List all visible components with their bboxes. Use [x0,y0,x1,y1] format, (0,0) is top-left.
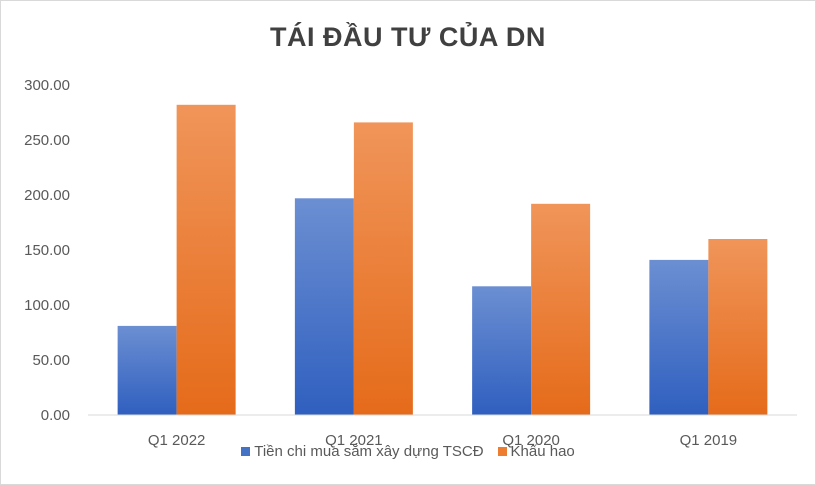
bar-series-2-q1-2020 [531,203,591,415]
x-tick-label: Q1 2021 [325,432,383,449]
legend-swatch-orange [497,447,507,456]
y-tick-label: 50.00 [32,352,70,369]
bar-series-1-q1-2020 [472,286,532,415]
chart-title: TÁI ĐẦU TƯ CỦA DN [270,22,546,52]
legend: Tiền chi mua sắm xây dựng TSCĐ Khấu hao [0,443,816,460]
y-tick-label: 100.00 [24,297,70,314]
legend-item-series-2: Khấu hao [497,443,575,460]
legend-label-series-1: Tiền chi mua sắm xây dựng TSCĐ [254,443,484,460]
legend-label-series-2: Khấu hao [510,443,575,460]
y-tick-label: 0.00 [41,407,70,424]
y-tick-label: 150.00 [24,242,70,259]
x-tick-label: Q1 2019 [680,432,738,449]
bar-series-1-q1-2021 [294,198,354,415]
x-tick-label: Q1 2020 [502,432,560,449]
bar-series-2-q1-2021 [353,122,413,416]
bar-series-1-q1-2022 [117,325,177,415]
y-tick-label: 250.00 [24,132,70,149]
x-tick-label: Q1 2022 [148,432,206,449]
bar-series-2-q1-2022 [176,104,236,416]
legend-item-series-1: Tiền chi mua sắm xây dựng TSCĐ [241,443,484,460]
y-tick-label: 200.00 [24,187,70,204]
bar-series-2-q1-2019 [708,239,768,415]
y-tick-label: 300.00 [24,77,70,94]
legend-swatch-blue [241,447,251,456]
bar-series-1-q1-2019 [649,259,709,415]
